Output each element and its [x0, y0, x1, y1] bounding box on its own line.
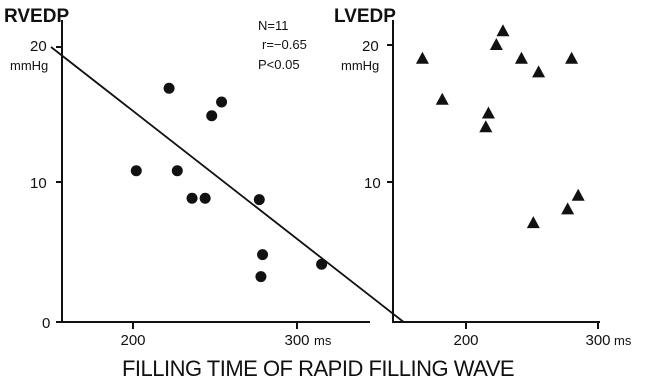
- rvedp-points: [130, 82, 328, 283]
- rvedp-point-4: [186, 192, 198, 204]
- rvedp-point-11: [316, 258, 328, 270]
- rvedp-axes: [61, 20, 370, 323]
- rvedp-panel: RVEDP 20 mmHg 10 0 200 300 ms N=11 r=−0.…: [4, 6, 405, 349]
- rvedp-point-3: [171, 165, 183, 177]
- lvedp-y-tick-label-10: 10: [364, 175, 381, 192]
- lvedp-x-unit: ms: [614, 333, 632, 348]
- regression-line: [50, 46, 405, 323]
- lvedp-point-5: [489, 38, 503, 50]
- lvedp-point-8: [526, 216, 540, 229]
- lvedp-point-4: [481, 106, 495, 119]
- rvedp-point-8: [253, 194, 265, 206]
- lvedp-points: [415, 24, 585, 229]
- rvedp-y-tick-label-20: 20: [30, 38, 47, 55]
- rvedp-y-tick-label-10: 10: [30, 175, 47, 192]
- lvedp-point-12: [571, 188, 585, 201]
- rvedp-point-5: [199, 192, 211, 204]
- stat-p: P<0.05: [258, 57, 300, 72]
- stat-r: r=−0.65: [262, 37, 307, 52]
- lvedp-point-2: [435, 92, 449, 105]
- lvedp-point-11: [565, 51, 579, 64]
- lvedp-x-tick-label-300: 300: [585, 332, 610, 349]
- lvedp-x-tick-label-200: 200: [453, 332, 478, 349]
- rvedp-point-6: [206, 110, 218, 122]
- lvedp-point-1: [415, 51, 429, 64]
- stat-n: N=11: [258, 18, 288, 33]
- rvedp-x-unit: ms: [314, 333, 332, 348]
- rvedp-y-tick-label-0: 0: [42, 315, 50, 332]
- lvedp-panel: LVEDP 20 mmHg 10 200 300 ms: [334, 6, 632, 349]
- lvedp-title: LVEDP: [334, 6, 396, 27]
- lvedp-y-unit: mmHg: [341, 58, 379, 73]
- x-axis-label: FILLING TIME OF RAPID FILLING WAVE: [122, 356, 514, 381]
- lvedp-point-7: [514, 51, 528, 64]
- lvedp-point-10: [561, 202, 575, 215]
- rvedp-point-7: [216, 96, 228, 108]
- rvedp-point-9: [257, 249, 269, 261]
- rvedp-x-tick-label-300: 300: [284, 332, 309, 349]
- rvedp-point-1: [130, 165, 142, 177]
- lvedp-y-tick-label-20: 20: [362, 38, 379, 55]
- lvedp-axes: [392, 20, 600, 323]
- lvedp-point-6: [496, 24, 510, 37]
- rvedp-title: RVEDP: [4, 6, 69, 27]
- rvedp-x-tick-label-200: 200: [120, 332, 145, 349]
- lvedp-point-9: [532, 65, 546, 78]
- rvedp-point-10: [255, 271, 267, 283]
- rvedp-point-2: [163, 82, 175, 94]
- rvedp-y-unit: mmHg: [10, 58, 48, 73]
- lvedp-point-3: [479, 120, 493, 133]
